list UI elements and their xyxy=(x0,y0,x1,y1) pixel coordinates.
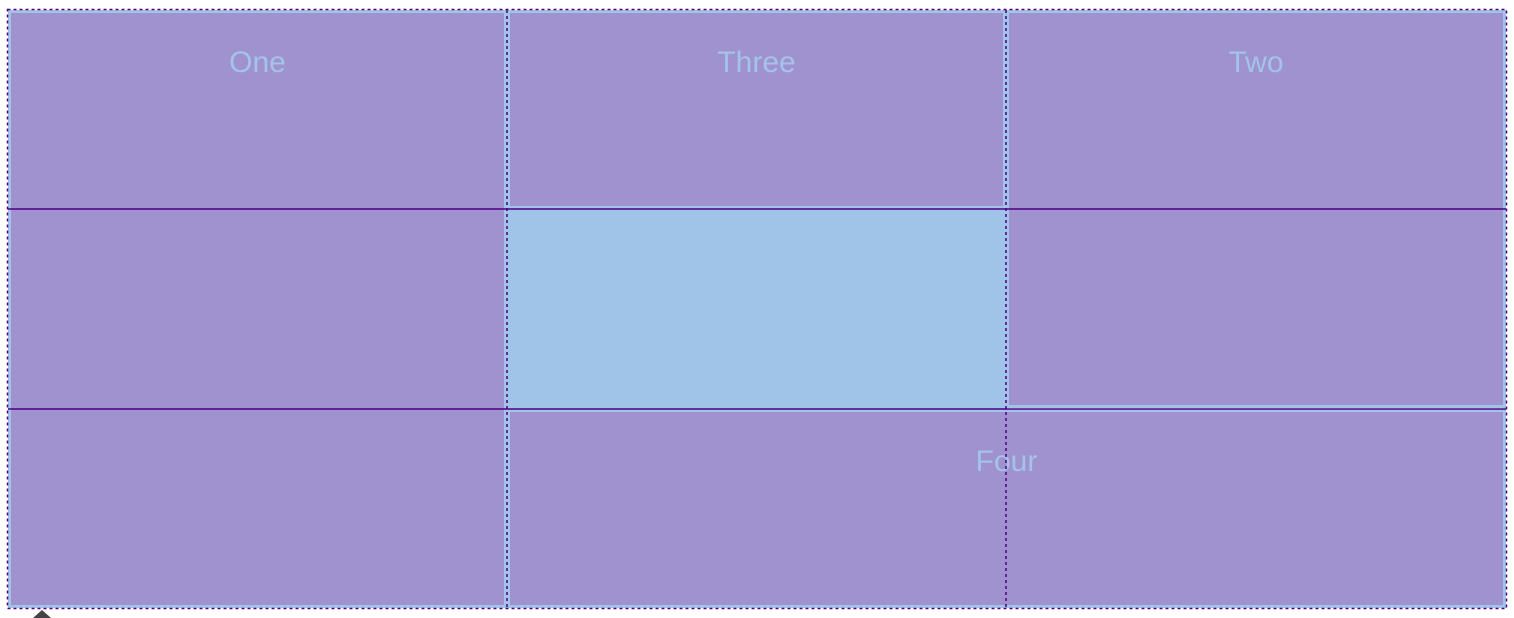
grid-item-two: Two xyxy=(1006,10,1506,408)
grid-item-four: Four xyxy=(507,409,1506,608)
empty-grid-cell xyxy=(507,209,1006,409)
grid-container: One Three Two Four xyxy=(8,10,1506,608)
grid-item-two-label: Two xyxy=(1228,46,1284,79)
grid-item-one-label: One xyxy=(229,46,286,79)
grid-item-one: One xyxy=(8,10,507,608)
grid-item-three: Three xyxy=(507,10,1006,209)
cursor-icon xyxy=(33,610,51,618)
grid-item-three-label: Three xyxy=(717,46,796,79)
grid-item-four-label: Four xyxy=(975,445,1038,478)
